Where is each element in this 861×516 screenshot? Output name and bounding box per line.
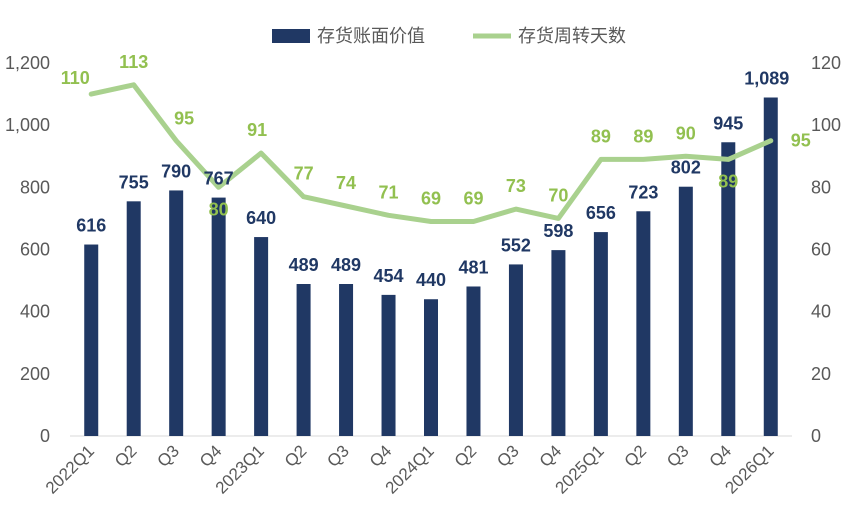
left-y-tick-label: 600: [20, 240, 50, 260]
line-value-label: 74: [336, 173, 356, 193]
line-value-label: 90: [676, 123, 696, 143]
line-value-label: 73: [506, 176, 526, 196]
bar-7: [339, 284, 354, 436]
bar-5: [254, 237, 269, 436]
bar-value-label: 552: [501, 235, 531, 255]
bar-value-label: 656: [586, 203, 616, 223]
bar-value-label: 454: [374, 266, 404, 286]
bar-data-labels: 616 755 790 767 640 489 489 454 440 481 552 598 656 7…: [76, 69, 789, 291]
bar-value-label: 616: [76, 216, 106, 236]
bar-11: [508, 264, 523, 436]
bar-9: [424, 299, 438, 436]
x-tick-label: Q3: [154, 441, 183, 470]
legend-label-inventory-value: 存货账面价值: [317, 26, 425, 47]
bar-4: [211, 197, 226, 436]
bar-value-label: 598: [543, 221, 573, 241]
bar-value-label: 440: [416, 270, 446, 290]
line-data-labels: 110 113 95 80 91 77 74 71 69 69 73 70 89 89 90 89 95: [61, 52, 811, 220]
line-value-label: 89: [718, 171, 738, 191]
left-y-tick-label: 200: [20, 364, 50, 384]
legend-swatch-inventory-value: [272, 29, 310, 43]
right-y-tick-label: 60: [811, 240, 831, 260]
line-value-label: 70: [548, 185, 568, 205]
line-value-label: 113: [119, 52, 148, 72]
x-tick-label: Q2: [111, 441, 140, 470]
right-y-tick-label: 0: [811, 426, 821, 446]
line-value-label: 89: [591, 126, 611, 146]
x-tick-label: Q3: [663, 441, 692, 470]
right-y-tick-label: 80: [811, 177, 831, 197]
left-y-tick-label: 400: [20, 302, 50, 322]
left-y-tick-label: 1,000: [5, 115, 50, 135]
bar-value-label: 481: [458, 257, 488, 277]
x-tick-label: 2022Q1: [42, 441, 98, 497]
right-y-tick-label: 120: [811, 53, 841, 73]
bar-value-label: 945: [713, 113, 743, 133]
x-tick-label: Q2: [281, 441, 310, 470]
x-tick-label: Q4: [706, 441, 735, 470]
bar-value-label: 489: [331, 255, 361, 275]
legend-label-turnover-days: 存货周转天数: [518, 26, 626, 47]
left-y-tick-label: 800: [20, 177, 50, 197]
bar-value-label: 489: [289, 255, 319, 275]
line-value-label: 69: [463, 189, 483, 209]
line-value-label: 77: [294, 164, 314, 184]
bar-series-inventory-value: [84, 97, 778, 436]
right-y-tick-label: 40: [811, 302, 831, 322]
left-y-tick-label: 1,200: [5, 53, 50, 73]
bar-16: [721, 142, 736, 436]
line-value-label: 95: [174, 109, 194, 129]
line-value-label: 110: [61, 68, 90, 88]
x-tick-label: Q2: [451, 441, 480, 470]
bar-12: [551, 250, 566, 436]
bar-8: [381, 294, 396, 436]
turnover-days-line: [88, 82, 774, 224]
bar-15: [678, 186, 693, 436]
legend: 存货账面价值 存货周转天数: [272, 26, 626, 47]
line-value-label: 91: [247, 120, 267, 140]
bar-value-label: 1,089: [744, 69, 789, 89]
bar-2: [126, 201, 141, 436]
bar-value-label: 802: [671, 158, 701, 178]
x-tick-label: Q2: [621, 441, 650, 470]
line-value-label: 71: [379, 182, 399, 202]
bar-10: [466, 286, 481, 436]
x-tick-label: Q3: [493, 441, 522, 470]
bar-14: [636, 211, 651, 436]
bar-3: [169, 190, 184, 436]
x-tick-label: Q4: [366, 441, 395, 470]
x-tick-label: Q3: [323, 441, 352, 470]
bar-value-label: 755: [119, 172, 149, 192]
bar-value-label: 790: [161, 161, 191, 181]
x-tick-label: Q4: [536, 441, 565, 470]
left-y-axis: 0 200 400 600 800 1,000 1,200: [5, 53, 50, 446]
line-value-label: 69: [421, 189, 441, 209]
right-y-axis: 0 20 40 60 80 100 120: [811, 53, 841, 446]
x-tick-label: Q4: [196, 441, 225, 470]
right-y-tick-label: 20: [811, 364, 831, 384]
bar-17: [763, 97, 778, 436]
bar-6: [296, 284, 311, 436]
right-y-tick-label: 100: [811, 115, 841, 135]
bar-value-label: 640: [246, 208, 276, 228]
left-y-tick-label: 0: [40, 426, 50, 446]
bar-13: [593, 232, 608, 436]
line-value-label: 80: [209, 199, 229, 219]
line-value-label: 89: [633, 126, 653, 146]
bar-value-label: 767: [204, 169, 234, 189]
bar-value-label: 723: [628, 182, 658, 202]
bar-1: [84, 244, 99, 436]
line-value-label: 95: [791, 131, 811, 151]
line-series-turnover-days: [88, 82, 774, 224]
